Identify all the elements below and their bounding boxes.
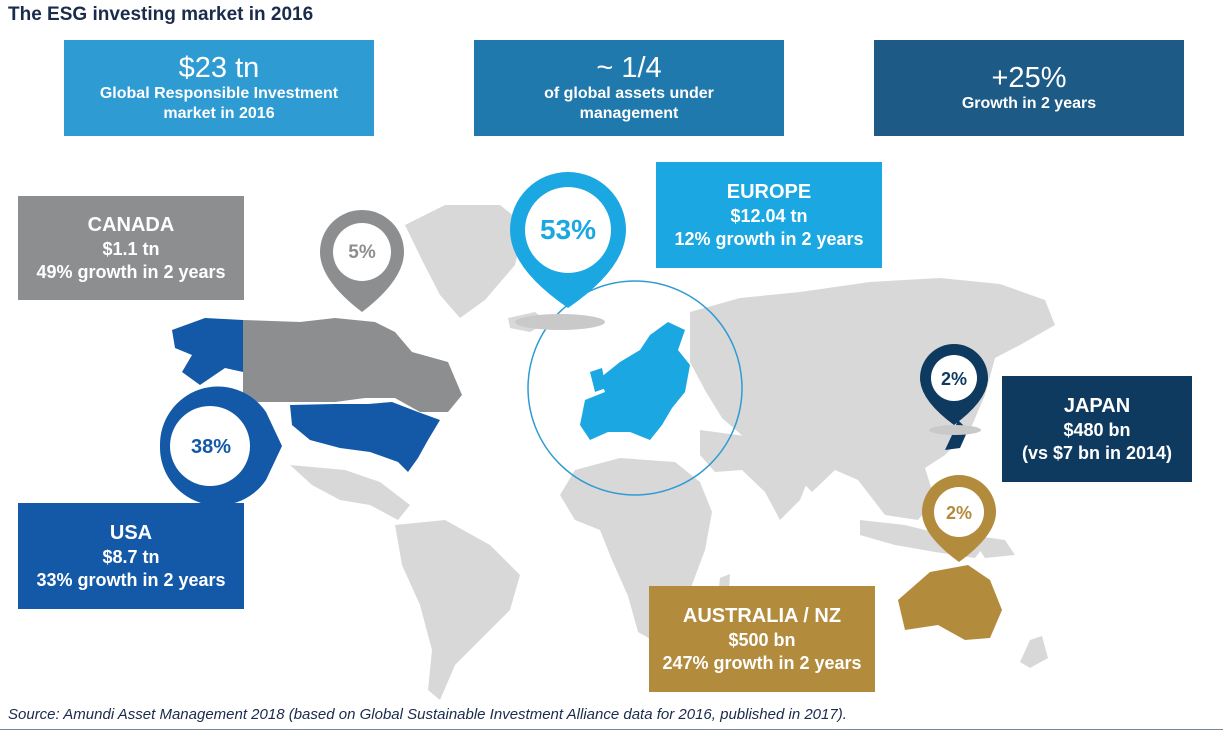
region-growth: 49% growth in 2 years	[36, 261, 226, 282]
bottom-rule	[0, 729, 1223, 730]
kpi-value: ~ 1/4	[596, 52, 662, 84]
region-name: EUROPE	[726, 180, 812, 203]
pin-europe-label: 53%	[539, 214, 597, 245]
region-box-japan: JAPAN $480 bn (vs $7 bn in 2014)	[1002, 376, 1192, 482]
region-name: CANADA	[87, 213, 175, 236]
kpi-caption: Global Responsible Investment market in …	[99, 85, 339, 122]
kpi-share-of-assets: ~ 1/4 of global assets under management	[474, 40, 784, 136]
region-box-europe: EUROPE $12.04 tn 12% growth in 2 years	[656, 162, 882, 268]
kpi-market-size: $23 tn Global Responsible Investment mar…	[64, 40, 374, 136]
region-name: AUSTRALIA / NZ	[682, 604, 842, 627]
region-amount: $500 bn	[728, 629, 796, 650]
uk-shape	[590, 368, 606, 392]
india-shape	[700, 430, 812, 520]
usa-shape	[290, 402, 440, 472]
south-america-shape	[395, 520, 520, 700]
region-amount: $12.04 tn	[730, 205, 808, 226]
region-name: JAPAN	[1063, 394, 1131, 417]
asia-shape	[690, 278, 1055, 520]
alaska-shape	[172, 318, 243, 385]
newzealand-shape	[1020, 636, 1048, 668]
region-name: USA	[109, 521, 153, 544]
kpi-caption: Growth in 2 years	[961, 95, 1097, 112]
pin-australia-label: 2%	[945, 502, 972, 523]
canada-shape	[243, 318, 462, 412]
region-box-australia: AUSTRALIA / NZ $500 bn 247% growth in 2 …	[649, 586, 875, 692]
pin-usa-label: 38%	[190, 435, 232, 458]
kpi-value: +25%	[991, 62, 1067, 94]
region-box-canada: CANADA $1.1 tn 49% growth in 2 years	[18, 196, 244, 300]
europe-highlight-circle	[527, 280, 743, 496]
region-amount: $1.1 tn	[102, 238, 160, 259]
europe-shape	[580, 322, 690, 440]
pin-japan-label: 2%	[940, 368, 967, 389]
region-growth: (vs $7 bn in 2014)	[1021, 442, 1173, 463]
mexico-shape	[290, 465, 410, 520]
greenland-shape	[405, 205, 525, 318]
page-title: The ESG investing market in 2016	[8, 4, 314, 25]
source-note: Source: Amundi Asset Management 2018 (ba…	[8, 706, 847, 723]
region-amount: $480 bn	[1063, 419, 1131, 440]
region-box-usa: USA $8.7 tn 33% growth in 2 years	[18, 503, 244, 609]
kpi-growth: +25% Growth in 2 years	[874, 40, 1184, 136]
region-growth: 247% growth in 2 years	[662, 652, 862, 673]
kpi-caption: of global assets under management	[544, 85, 714, 122]
kpi-value: $23 tn	[178, 52, 260, 84]
region-growth: 33% growth in 2 years	[36, 569, 226, 590]
region-amount: $8.7 tn	[102, 546, 160, 567]
australia-shape	[898, 565, 1002, 640]
pin-canada-label: 5%	[348, 242, 376, 263]
region-growth: 12% growth in 2 years	[674, 228, 864, 249]
